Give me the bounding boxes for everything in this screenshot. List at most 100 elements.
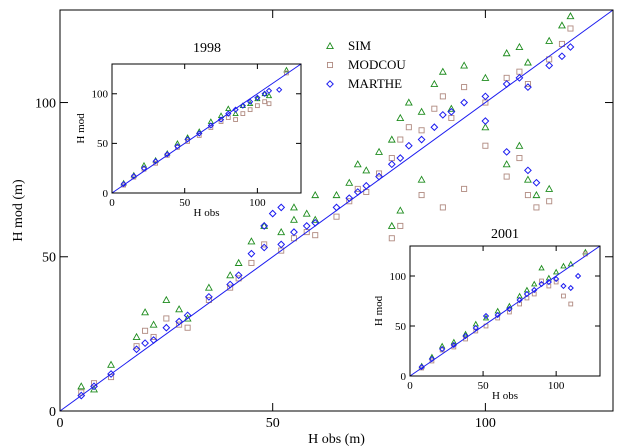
legend-marker-modcou	[326, 61, 334, 69]
main-point-sim	[566, 12, 575, 20]
inset-1998-point-modcou	[240, 111, 246, 116]
inset-2001-point-modcou	[553, 279, 559, 285]
inset-2001-point-marthe	[545, 278, 552, 286]
main-point-modcou	[567, 25, 574, 32]
main-point-modcou	[418, 127, 425, 134]
main-point-sim	[90, 385, 98, 393]
main-point-modcou	[439, 204, 446, 211]
inset-2001-point-marthe	[494, 311, 501, 319]
main-point-sim	[362, 166, 371, 174]
inset-1998-y-tick-label: 50	[97, 138, 109, 150]
main-point-marthe	[277, 203, 286, 212]
inset-1998-point-modcou	[233, 117, 238, 122]
inset-1998-point-modcou	[262, 99, 268, 105]
main-point-modcou	[533, 204, 540, 211]
inset-1998-reference-line	[111, 63, 302, 194]
main-point-modcou	[418, 192, 425, 199]
main-data-points	[77, 12, 575, 400]
main-point-sim	[289, 215, 298, 223]
main-point-sim	[460, 61, 469, 69]
legend-label-marthe: MARTHE	[348, 76, 402, 91]
main-point-sim	[141, 308, 150, 316]
main-point-marthe	[502, 147, 511, 156]
inset-1998-x-tick-label: 50	[179, 197, 191, 209]
inset-2001-x-tick-label: 0	[407, 380, 413, 392]
main-point-sim	[311, 215, 320, 223]
inset-2001-point-marthe	[553, 275, 560, 283]
main-point-sim	[289, 203, 298, 211]
main-point-modcou	[461, 84, 468, 91]
main-point-sim	[523, 175, 532, 183]
inset-1998-point-modcou	[153, 160, 158, 166]
main-x-tick-label: 50	[266, 416, 280, 431]
main-point-marthe	[430, 123, 439, 132]
main-point-marthe	[332, 203, 341, 212]
main-point-sim	[107, 360, 116, 368]
main-point-modcou	[482, 142, 489, 149]
inset-2001-title: 2001	[491, 227, 519, 242]
inset-2001-point-modcou	[507, 309, 512, 315]
main-point-modcou	[524, 192, 531, 199]
main-point-modcou	[142, 327, 149, 334]
inset-2001-y-tick-label: 50	[395, 321, 407, 333]
main-y-tick-label: 0	[49, 405, 56, 420]
main-point-modcou	[346, 198, 353, 205]
inset-1998-point-sim	[283, 66, 290, 73]
main-point-modcou	[312, 232, 319, 239]
main-point-marthe	[481, 117, 490, 125]
main-point-sim	[277, 227, 286, 236]
inset-2001-point-sim	[462, 330, 469, 337]
inset-2001-plot-frame	[409, 245, 601, 377]
main-y-axis-label: H mod (m)	[11, 179, 26, 242]
inset-2001-point-sim	[531, 280, 538, 287]
inset-1998-point-marthe	[120, 180, 127, 188]
inset-1998-x-tick-label: 0	[109, 197, 115, 209]
main-point-marthe	[447, 107, 456, 116]
main-point-modcou	[516, 155, 523, 162]
main-point-marthe	[290, 228, 298, 236]
main-point-modcou	[503, 173, 510, 180]
inset-2001-reference-line	[409, 245, 601, 377]
inset-2001-point-modcou	[429, 358, 435, 364]
main-point-marthe	[404, 141, 413, 150]
legend-label-modcou: MODCOU	[348, 57, 406, 72]
main-point-marthe	[260, 243, 269, 252]
main-point-sim	[438, 67, 447, 75]
main-point-marthe	[247, 249, 256, 258]
main-point-sim	[396, 113, 405, 121]
main-point-marthe	[532, 178, 541, 187]
main-point-sim	[481, 123, 490, 131]
main-point-sim	[132, 332, 141, 340]
inset-2001-point-marthe	[506, 305, 513, 313]
main-point-marthe	[162, 323, 171, 332]
main-point-modcou	[546, 198, 553, 205]
inset-1998-x-tick-label: 100	[249, 197, 266, 209]
main-point-marthe	[141, 339, 149, 348]
main-point-sim	[523, 58, 532, 66]
main-point-sim	[247, 237, 256, 245]
main-point-sim	[430, 79, 439, 88]
legend-marker-sim	[326, 41, 334, 50]
main-point-modcou	[388, 155, 395, 162]
main-y-tick-label: 50	[42, 251, 56, 266]
inset-2001-point-modcou	[539, 278, 544, 284]
main-point-sim	[311, 190, 320, 199]
main-point-marthe	[417, 135, 426, 144]
main-point-sim	[387, 135, 396, 143]
main-point-sim	[515, 141, 524, 149]
main-point-modcou	[431, 105, 438, 112]
main-point-sim	[545, 36, 554, 44]
inset-2001-point-marthe	[574, 272, 582, 280]
inset-2001-point-modcou	[561, 293, 566, 299]
main-point-modcou	[397, 136, 404, 143]
inset-1998-point-marthe	[217, 116, 225, 123]
inset-1998-point-marthe	[265, 87, 273, 94]
main-point-marthe	[268, 209, 277, 218]
main-point-marthe	[524, 83, 532, 92]
main-point-sim	[162, 295, 171, 303]
main-point-modcou	[388, 235, 395, 242]
main-point-sim	[183, 314, 192, 322]
main-point-sim	[332, 190, 341, 199]
inset-2001-point-sim	[560, 262, 567, 269]
